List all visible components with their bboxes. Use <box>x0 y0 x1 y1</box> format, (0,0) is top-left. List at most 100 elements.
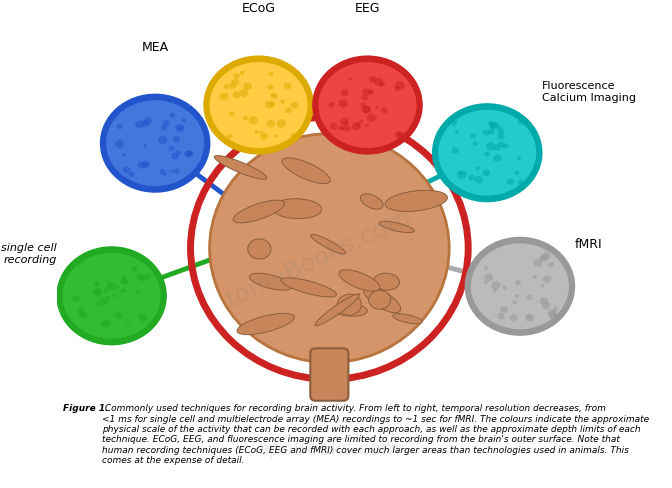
Text: fMRI: fMRI <box>575 237 602 250</box>
Ellipse shape <box>94 289 101 295</box>
Ellipse shape <box>360 121 364 123</box>
Ellipse shape <box>169 114 175 119</box>
Ellipse shape <box>121 289 126 293</box>
Ellipse shape <box>106 297 110 300</box>
Ellipse shape <box>539 255 548 263</box>
Ellipse shape <box>542 252 551 261</box>
Ellipse shape <box>341 90 348 97</box>
Ellipse shape <box>233 74 239 80</box>
Ellipse shape <box>284 83 291 90</box>
Ellipse shape <box>282 159 331 184</box>
Ellipse shape <box>344 122 349 126</box>
Ellipse shape <box>290 134 298 141</box>
Ellipse shape <box>214 156 267 180</box>
Ellipse shape <box>543 276 551 284</box>
Ellipse shape <box>140 121 149 128</box>
Ellipse shape <box>243 83 252 91</box>
Text: EEG: EEG <box>355 2 380 15</box>
Ellipse shape <box>482 130 490 137</box>
Ellipse shape <box>239 90 248 98</box>
Ellipse shape <box>185 151 193 158</box>
Ellipse shape <box>540 298 548 305</box>
Ellipse shape <box>490 122 499 131</box>
Ellipse shape <box>369 291 390 310</box>
Ellipse shape <box>472 142 478 146</box>
Ellipse shape <box>116 286 120 290</box>
Ellipse shape <box>553 307 558 311</box>
Ellipse shape <box>455 131 459 135</box>
Ellipse shape <box>163 121 170 127</box>
Ellipse shape <box>395 82 405 90</box>
Ellipse shape <box>285 108 292 114</box>
Ellipse shape <box>362 89 370 97</box>
Text: Commonly used techniques for recording brain activity. From left to right, tempo: Commonly used techniques for recording b… <box>101 403 649 464</box>
Ellipse shape <box>123 281 128 285</box>
Ellipse shape <box>548 262 554 268</box>
Ellipse shape <box>248 239 271 260</box>
Ellipse shape <box>267 121 275 128</box>
Ellipse shape <box>78 311 84 316</box>
Ellipse shape <box>532 275 537 279</box>
Text: Fluorescence
Calcium Imaging: Fluorescence Calcium Imaging <box>542 81 636 102</box>
Ellipse shape <box>161 126 167 131</box>
Ellipse shape <box>260 134 268 141</box>
Ellipse shape <box>517 119 526 126</box>
Ellipse shape <box>392 314 422 324</box>
Ellipse shape <box>360 194 383 210</box>
Ellipse shape <box>457 171 466 180</box>
Ellipse shape <box>315 294 360 326</box>
Ellipse shape <box>210 134 449 363</box>
Text: Figure 1.: Figure 1. <box>62 403 108 412</box>
Ellipse shape <box>249 274 292 291</box>
Ellipse shape <box>488 122 493 126</box>
Ellipse shape <box>497 126 501 130</box>
FancyBboxPatch shape <box>310 348 348 401</box>
Ellipse shape <box>185 151 192 158</box>
Ellipse shape <box>482 170 491 177</box>
Ellipse shape <box>510 315 517 321</box>
Ellipse shape <box>374 79 383 87</box>
Ellipse shape <box>115 141 124 149</box>
Ellipse shape <box>525 314 534 322</box>
Ellipse shape <box>95 283 100 287</box>
Ellipse shape <box>131 266 138 272</box>
Ellipse shape <box>249 117 258 125</box>
Ellipse shape <box>237 314 294 335</box>
Ellipse shape <box>135 291 140 295</box>
Ellipse shape <box>128 172 135 178</box>
Ellipse shape <box>333 304 368 317</box>
Ellipse shape <box>62 253 161 339</box>
Ellipse shape <box>280 101 285 104</box>
Ellipse shape <box>171 170 174 173</box>
Ellipse shape <box>122 275 126 279</box>
Ellipse shape <box>552 310 556 313</box>
Ellipse shape <box>143 145 147 148</box>
Ellipse shape <box>112 293 117 298</box>
Ellipse shape <box>220 93 228 101</box>
Ellipse shape <box>274 135 278 138</box>
Ellipse shape <box>340 119 349 126</box>
Ellipse shape <box>175 125 184 133</box>
Ellipse shape <box>438 111 536 196</box>
Ellipse shape <box>135 121 144 129</box>
Ellipse shape <box>471 244 569 329</box>
Ellipse shape <box>103 289 108 293</box>
Ellipse shape <box>290 102 298 109</box>
Ellipse shape <box>159 170 166 175</box>
Ellipse shape <box>101 96 209 192</box>
Ellipse shape <box>163 173 167 177</box>
Ellipse shape <box>489 122 497 129</box>
Ellipse shape <box>549 312 558 320</box>
Ellipse shape <box>77 263 81 266</box>
Ellipse shape <box>95 303 100 307</box>
Ellipse shape <box>343 126 351 132</box>
Ellipse shape <box>518 181 524 186</box>
Ellipse shape <box>540 256 544 260</box>
Ellipse shape <box>73 295 80 302</box>
Ellipse shape <box>376 107 380 110</box>
Ellipse shape <box>169 146 175 152</box>
Ellipse shape <box>367 114 376 122</box>
Ellipse shape <box>493 155 501 163</box>
Ellipse shape <box>126 324 130 327</box>
Ellipse shape <box>493 145 501 151</box>
